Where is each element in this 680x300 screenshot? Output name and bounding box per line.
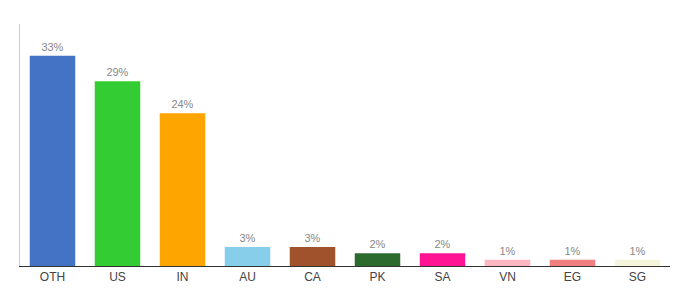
svg-text:PK: PK bbox=[369, 270, 385, 284]
svg-text:1%: 1% bbox=[564, 245, 580, 257]
svg-text:SG: SG bbox=[629, 270, 646, 284]
svg-text:2%: 2% bbox=[369, 238, 385, 250]
svg-text:2%: 2% bbox=[434, 238, 450, 250]
svg-text:OTH: OTH bbox=[40, 270, 65, 284]
svg-text:SA: SA bbox=[434, 270, 450, 284]
svg-text:CA: CA bbox=[304, 270, 321, 284]
svg-text:EG: EG bbox=[564, 270, 581, 284]
svg-text:3%: 3% bbox=[239, 232, 255, 244]
svg-text:29%: 29% bbox=[106, 66, 128, 78]
svg-text:1%: 1% bbox=[499, 245, 515, 257]
svg-text:VN: VN bbox=[499, 270, 516, 284]
svg-text:24%: 24% bbox=[171, 98, 193, 110]
svg-text:1%: 1% bbox=[629, 245, 645, 257]
svg-text:33%: 33% bbox=[41, 41, 63, 53]
svg-text:3%: 3% bbox=[304, 232, 320, 244]
svg-text:IN: IN bbox=[177, 270, 189, 284]
svg-text:AU: AU bbox=[239, 270, 256, 284]
svg-text:US: US bbox=[109, 270, 126, 284]
